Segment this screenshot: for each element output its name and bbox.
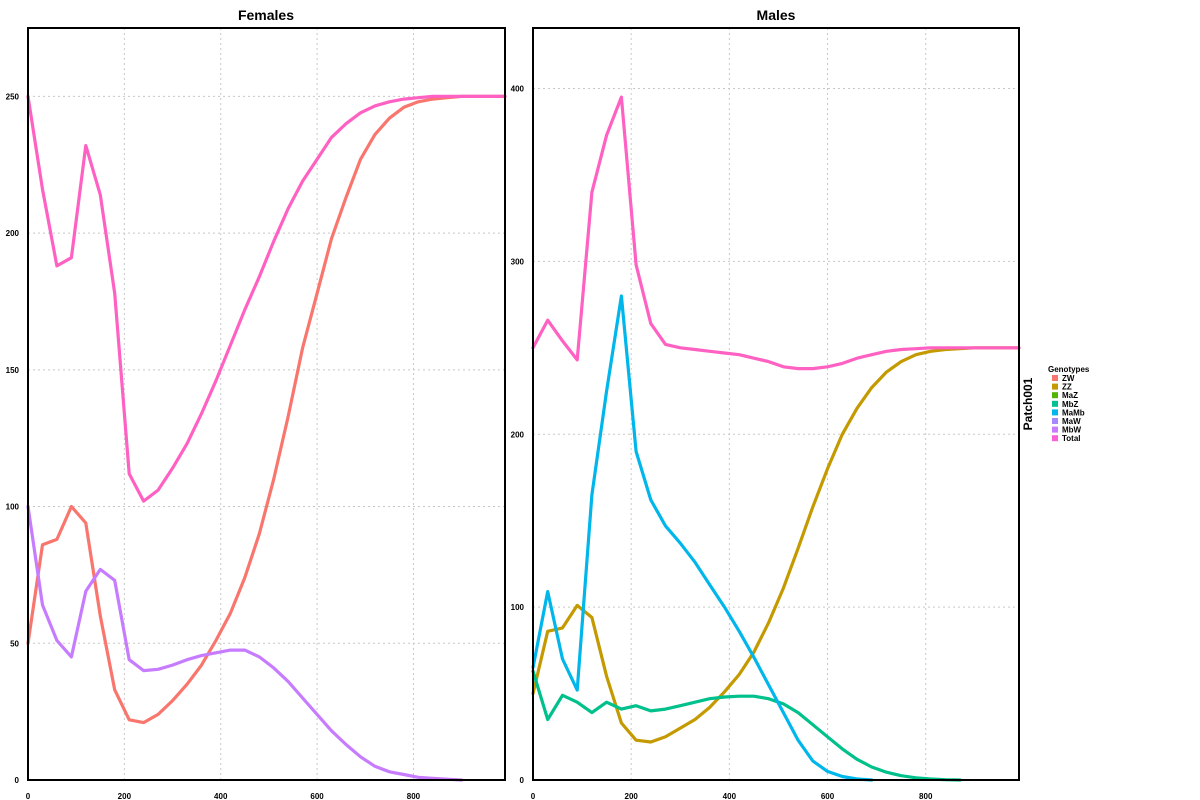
x-tick-label: 800 (919, 792, 933, 800)
y-tick-label: 300 (511, 257, 525, 266)
y-tick-label: 100 (511, 603, 525, 612)
y-tick-label: 150 (6, 366, 20, 375)
x-tick-label: 800 (407, 792, 421, 800)
legend-label-total: Total (1062, 434, 1081, 443)
series-line-mamb (531, 294, 874, 782)
y-tick-label: 0 (520, 776, 525, 785)
x-tick-label: 600 (310, 792, 324, 800)
x-tick-label: 0 (26, 792, 31, 800)
x-tick-label: 200 (118, 792, 132, 800)
legend-swatch-maz (1052, 392, 1058, 399)
x-tick-label: 0 (531, 792, 536, 800)
plot-frame (27, 27, 506, 781)
y-tick-label: 50 (10, 639, 19, 648)
legend-label-zw: ZW (1062, 374, 1075, 383)
x-tick-label: 600 (821, 792, 835, 800)
y-tick-label: 400 (511, 85, 525, 94)
legend-label-mamb: MaMb (1062, 408, 1085, 417)
series-line-total (531, 95, 1021, 371)
legend-swatch-maw (1052, 418, 1058, 424)
y-tick-label: 250 (6, 92, 20, 101)
series-line-total (26, 94, 507, 503)
panel-title: Females (238, 7, 294, 23)
legend-label-mbw: MbW (1062, 426, 1082, 435)
legend-label-maw: MaW (1062, 417, 1081, 426)
legend-label-maz: MaZ (1062, 391, 1078, 400)
series-line-zz (531, 346, 1021, 744)
legend-swatch-zz (1052, 383, 1058, 390)
legend-label-zz: ZZ (1062, 383, 1072, 392)
plot-frame (532, 27, 1020, 781)
series-line-mbz (531, 669, 962, 782)
y-tick-label: 0 (15, 776, 20, 785)
females-panel: Females 0 200 400 600 800 0 50 100 150 200 250 (6, 7, 507, 800)
males-panel: Males 0 200 400 600 800 0 100 200 300 400 (511, 7, 1021, 800)
x-tick-label: 400 (214, 792, 228, 800)
legend-label-mbz: MbZ (1062, 400, 1079, 409)
panel-title: Males (757, 7, 796, 23)
series-line-zw (26, 94, 507, 725)
legend-swatch-mbz (1052, 400, 1058, 407)
x-tick-label: 200 (625, 792, 639, 800)
legend-swatch-zw (1052, 375, 1058, 381)
y-tick-label: 200 (6, 229, 20, 238)
series-line-mbw (26, 504, 464, 782)
legend-title: Genotypes (1048, 365, 1090, 374)
y-tick-label: 100 (6, 503, 20, 512)
legend-swatch-mamb (1052, 409, 1058, 416)
y-tick-label: 200 (511, 430, 525, 439)
legend-swatch-total (1052, 435, 1058, 442)
legend-swatch-mbw (1052, 426, 1058, 433)
strip-label: Patch001 (1021, 377, 1035, 430)
x-tick-label: 400 (723, 792, 737, 800)
